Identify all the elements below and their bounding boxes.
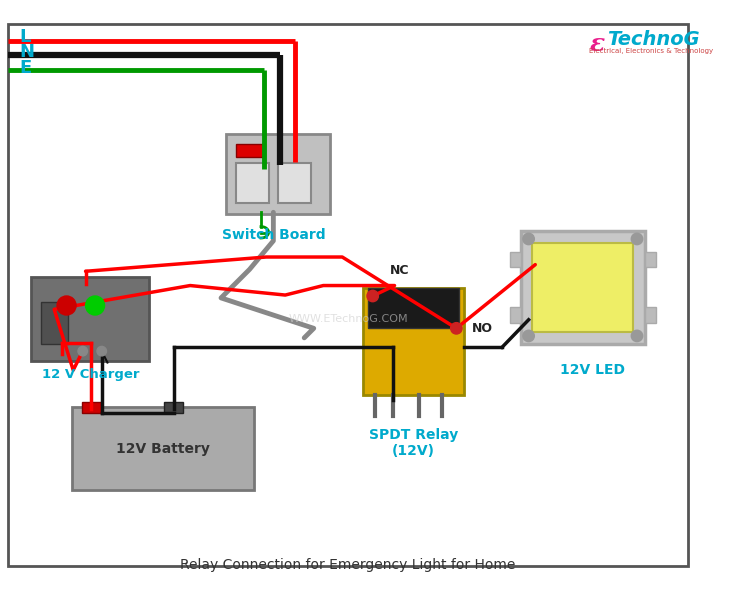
FancyBboxPatch shape xyxy=(532,243,633,332)
Text: Relay Connection for Emergency Light for Home: Relay Connection for Emergency Light for… xyxy=(180,558,515,572)
FancyBboxPatch shape xyxy=(236,144,264,157)
Circle shape xyxy=(78,346,87,356)
Text: TechnoG: TechnoG xyxy=(607,30,699,49)
FancyBboxPatch shape xyxy=(31,277,149,361)
FancyBboxPatch shape xyxy=(509,307,521,323)
FancyBboxPatch shape xyxy=(41,302,67,345)
Text: NO: NO xyxy=(471,322,493,335)
Circle shape xyxy=(631,330,643,342)
FancyBboxPatch shape xyxy=(236,163,269,203)
Text: ε: ε xyxy=(589,32,605,56)
Circle shape xyxy=(631,233,643,244)
Text: 12 V Charger: 12 V Charger xyxy=(42,368,139,381)
Circle shape xyxy=(451,323,462,334)
FancyBboxPatch shape xyxy=(82,401,101,413)
Text: E: E xyxy=(19,59,31,78)
Text: 12V Battery: 12V Battery xyxy=(116,442,210,456)
Text: N: N xyxy=(19,43,34,61)
Circle shape xyxy=(523,233,534,244)
FancyBboxPatch shape xyxy=(72,407,254,490)
Text: WWW.ETechnoG.COM: WWW.ETechnoG.COM xyxy=(288,314,408,324)
Text: 12V LED: 12V LED xyxy=(560,362,625,377)
FancyBboxPatch shape xyxy=(645,307,656,323)
FancyBboxPatch shape xyxy=(368,288,459,329)
Text: Switch Board: Switch Board xyxy=(223,229,326,243)
FancyBboxPatch shape xyxy=(645,252,656,268)
Text: Electrical, Electronics & Technology: Electrical, Electronics & Technology xyxy=(589,48,714,54)
Circle shape xyxy=(86,296,105,315)
Text: L: L xyxy=(19,28,31,46)
FancyBboxPatch shape xyxy=(509,252,521,268)
Circle shape xyxy=(523,330,534,342)
Text: SPDT Relay: SPDT Relay xyxy=(369,428,458,442)
Circle shape xyxy=(97,346,106,356)
FancyBboxPatch shape xyxy=(165,401,184,413)
FancyBboxPatch shape xyxy=(363,288,464,395)
Circle shape xyxy=(57,296,76,315)
FancyBboxPatch shape xyxy=(7,24,688,566)
FancyBboxPatch shape xyxy=(226,134,330,214)
Text: (12V): (12V) xyxy=(392,445,435,458)
FancyBboxPatch shape xyxy=(277,163,311,203)
FancyBboxPatch shape xyxy=(521,231,645,343)
Text: NC: NC xyxy=(389,264,409,277)
Circle shape xyxy=(367,290,378,302)
